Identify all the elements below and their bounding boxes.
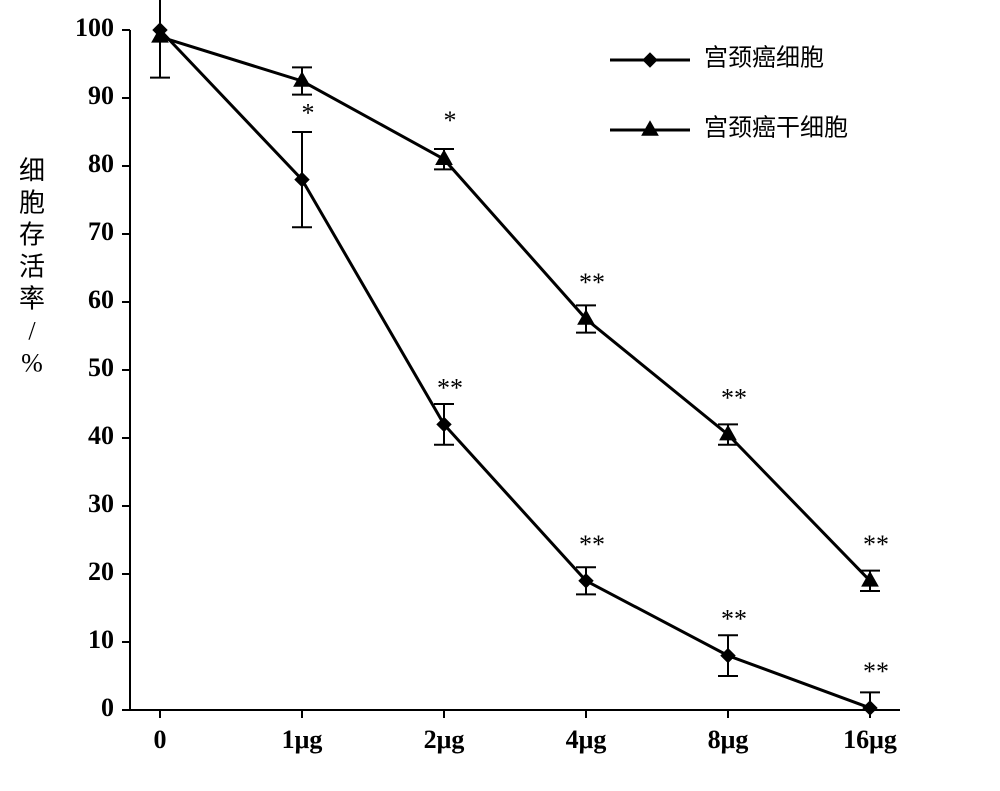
y-tick-label: 40 — [88, 421, 114, 450]
y-tick-label: 30 — [88, 489, 114, 518]
y-tick-label: 60 — [88, 285, 114, 314]
x-tick-label: 2μg — [424, 725, 465, 754]
significance-label: * — [302, 99, 315, 128]
line-chart: 010203040506070809010001μg2μg4μg8μg16μg细… — [0, 0, 1000, 791]
y-tick-label: 0 — [101, 693, 114, 722]
significance-label: * — [444, 106, 457, 135]
y-tick-label: 20 — [88, 557, 114, 586]
significance-label: ** — [579, 268, 605, 297]
significance-label: ** — [863, 530, 889, 559]
legend-label: 宫颈癌细胞 — [704, 45, 824, 72]
y-tick-label: 70 — [88, 217, 114, 246]
y-tick-label: 10 — [88, 625, 114, 654]
x-tick-label: 4μg — [566, 725, 607, 754]
chart-container: 010203040506070809010001μg2μg4μg8μg16μg细… — [0, 0, 1000, 791]
x-tick-label: 8μg — [708, 725, 749, 754]
x-tick-label: 1μg — [282, 725, 323, 754]
y-tick-label: 100 — [75, 13, 114, 42]
x-tick-label: 0 — [154, 725, 167, 754]
significance-label: ** — [579, 530, 605, 559]
x-tick-label: 16μg — [843, 725, 897, 754]
significance-label: ** — [721, 384, 747, 413]
significance-label: ** — [721, 605, 747, 634]
significance-label: ** — [863, 657, 889, 686]
significance-label: ** — [437, 373, 463, 402]
y-tick-label: 50 — [88, 353, 114, 382]
y-tick-label: 80 — [88, 149, 114, 178]
legend-label: 宫颈癌干细胞 — [704, 115, 848, 142]
y-tick-label: 90 — [88, 81, 114, 110]
